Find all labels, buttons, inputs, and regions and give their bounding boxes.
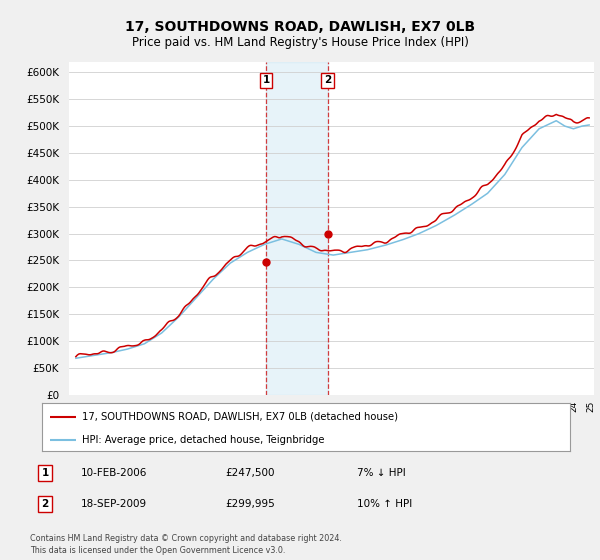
- Text: 7% ↓ HPI: 7% ↓ HPI: [357, 468, 406, 478]
- Text: 2: 2: [324, 76, 331, 86]
- Text: Price paid vs. HM Land Registry's House Price Index (HPI): Price paid vs. HM Land Registry's House …: [131, 36, 469, 49]
- Text: 10% ↑ HPI: 10% ↑ HPI: [357, 499, 412, 509]
- Text: £247,500: £247,500: [225, 468, 275, 478]
- Text: 18-SEP-2009: 18-SEP-2009: [81, 499, 147, 509]
- Text: 17, SOUTHDOWNS ROAD, DAWLISH, EX7 0LB: 17, SOUTHDOWNS ROAD, DAWLISH, EX7 0LB: [125, 20, 475, 34]
- Text: 2: 2: [41, 499, 49, 509]
- Text: £299,995: £299,995: [225, 499, 275, 509]
- Text: 17, SOUTHDOWNS ROAD, DAWLISH, EX7 0LB (detached house): 17, SOUTHDOWNS ROAD, DAWLISH, EX7 0LB (d…: [82, 412, 398, 422]
- Text: Contains HM Land Registry data © Crown copyright and database right 2024.
This d: Contains HM Land Registry data © Crown c…: [30, 534, 342, 555]
- Text: 10-FEB-2006: 10-FEB-2006: [81, 468, 148, 478]
- Text: 1: 1: [262, 76, 269, 86]
- Bar: [266, 62, 328, 395]
- Text: HPI: Average price, detached house, Teignbridge: HPI: Average price, detached house, Teig…: [82, 435, 324, 445]
- Text: 1: 1: [41, 468, 49, 478]
